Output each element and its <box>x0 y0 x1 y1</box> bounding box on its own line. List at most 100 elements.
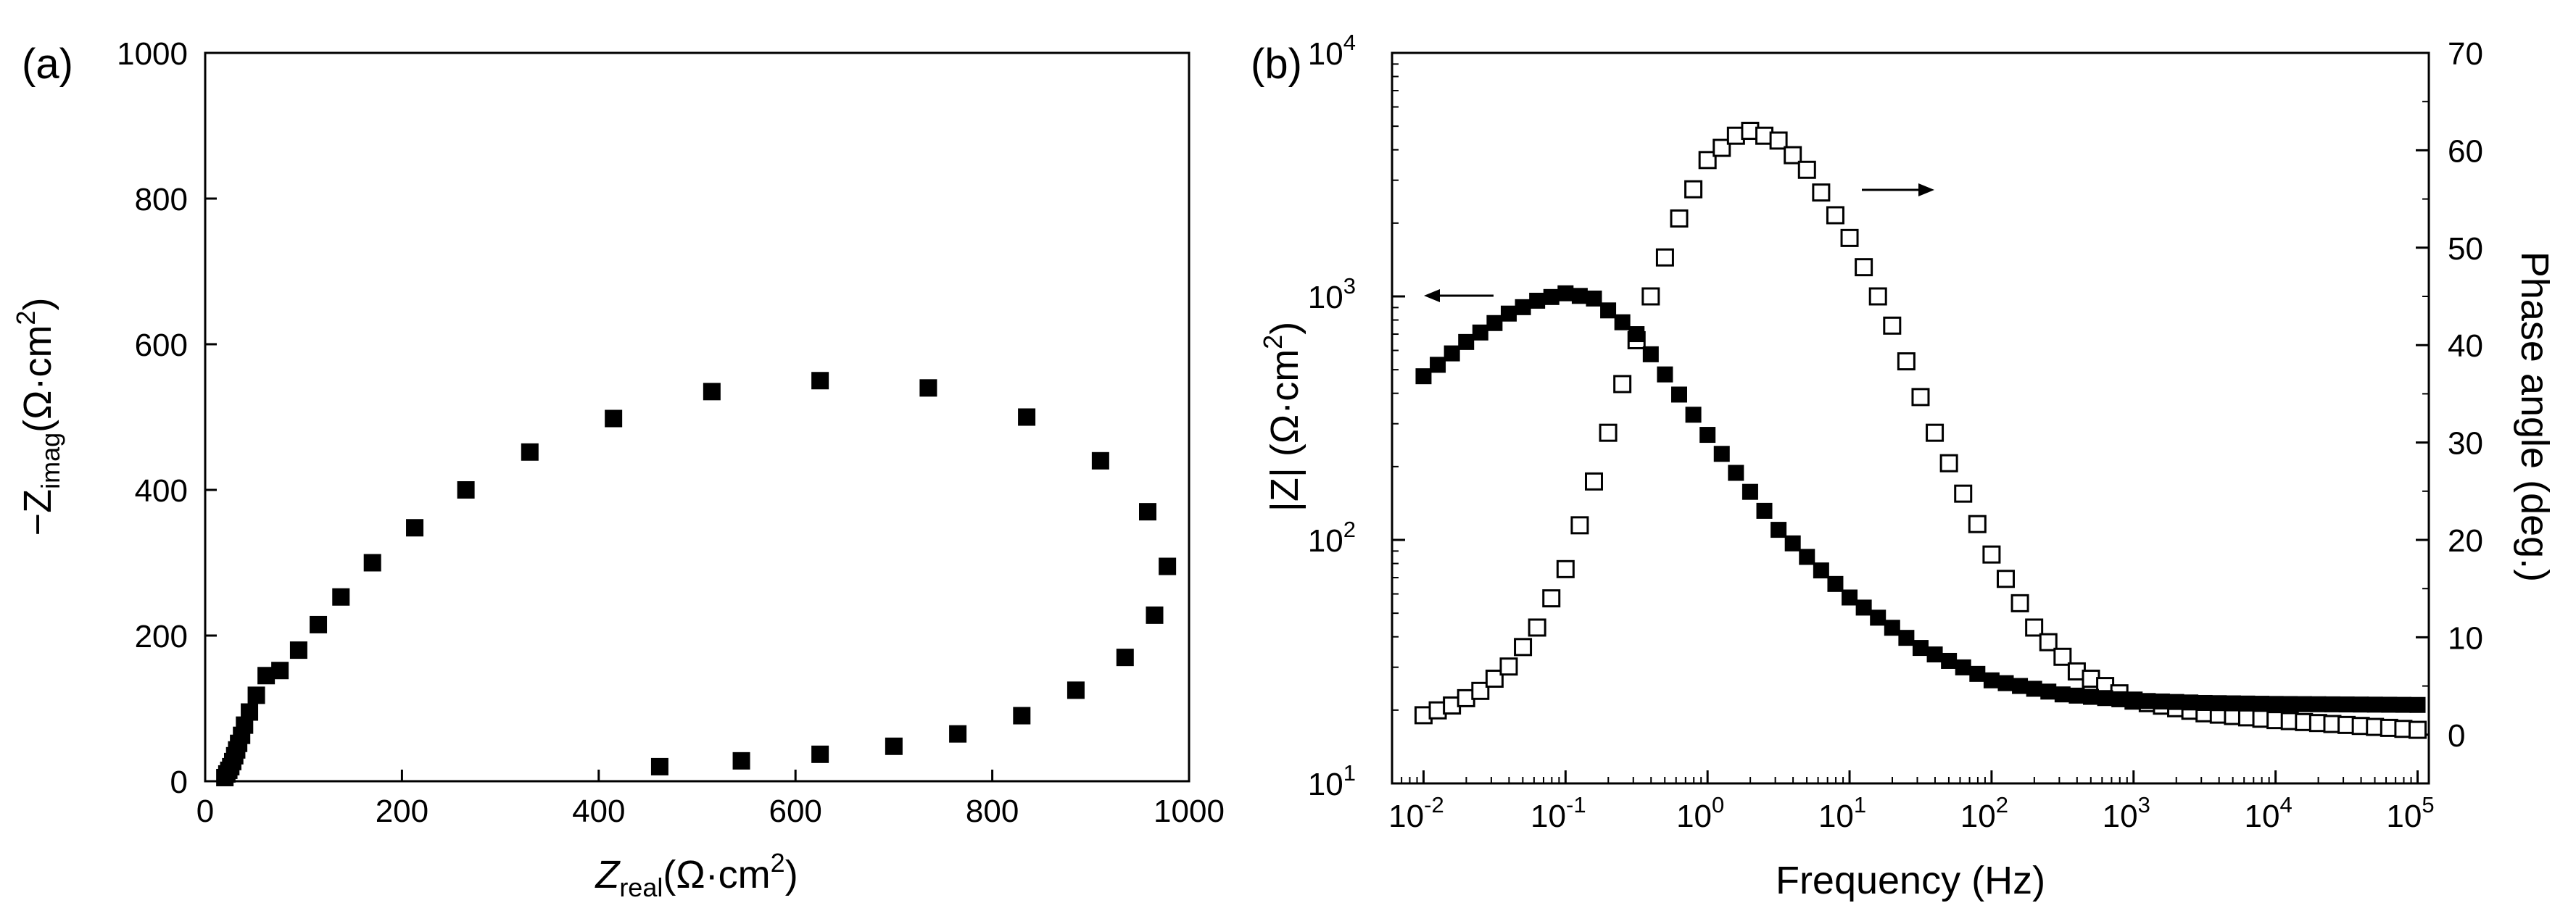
nyquist-point <box>406 519 424 537</box>
panel-label-a: (a) <box>22 41 73 88</box>
x-tick-label: 400 <box>572 794 625 829</box>
impedance-point <box>2182 694 2199 711</box>
phase-point <box>1784 146 1802 165</box>
nyquist-x-axis-label: Zreal(Ω·cm2) <box>594 848 798 902</box>
impedance-point <box>1799 549 1815 565</box>
impedance-point <box>1642 346 1659 362</box>
impedance-point <box>1955 659 1971 675</box>
x-tick-label: 101 <box>1818 792 1866 834</box>
impedance-point <box>1941 652 1958 669</box>
impedance-point <box>2295 696 2312 712</box>
impedance-point <box>1486 315 1503 331</box>
nyquist-point <box>811 745 829 763</box>
y-left-tick-label: 101 <box>1308 760 1356 802</box>
y-right-tick-label: 20 <box>2448 523 2483 559</box>
nyquist-point <box>1018 408 1036 426</box>
impedance-point <box>1600 302 1617 319</box>
impedance-point <box>2338 696 2355 713</box>
impedance-point <box>2381 696 2398 713</box>
bode-left-y-axis-label: |Z| (Ω·cm2) <box>1258 322 1306 512</box>
nyquist-y-axis-label: −Zimag(Ω·cm2) <box>11 298 65 536</box>
nyquist-point <box>247 686 265 704</box>
nyquist-point <box>1159 557 1177 575</box>
phase-point <box>1968 515 1987 533</box>
nyquist-point <box>521 443 539 461</box>
impedance-point <box>2111 691 2128 707</box>
impedance-point <box>2409 696 2426 713</box>
nyquist-point <box>919 379 937 397</box>
x-tick-label: 10-1 <box>1531 792 1586 834</box>
phase-point <box>1840 228 1859 247</box>
y-right-tick-label: 70 <box>2448 36 2483 72</box>
impedance-point <box>2026 680 2042 697</box>
nyquist-data-points <box>216 372 1177 786</box>
y-right-tick-label: 30 <box>2448 426 2483 462</box>
impedance-point <box>1458 333 1475 350</box>
nyquist-point <box>1146 606 1164 624</box>
impedance-point <box>1983 672 2000 688</box>
phase-point <box>1868 287 1887 306</box>
phase-point <box>1812 183 1831 202</box>
impedance-point <box>2168 694 2184 710</box>
impedance-point <box>1685 407 1702 423</box>
impedance-point <box>1898 630 1915 646</box>
x-tick-label: 102 <box>1960 792 2008 834</box>
impedance-point <box>2068 687 2085 704</box>
impedance-point <box>1756 502 1773 519</box>
phase-point <box>2025 618 2044 637</box>
nyquist-panel: (a) 0 200 400 600 800 1000 02004006008001000 … <box>11 36 1225 902</box>
impedance-point <box>1472 324 1488 341</box>
nyquist-point <box>241 703 259 721</box>
phase-point <box>1698 151 1717 170</box>
impedance-point <box>2310 696 2327 712</box>
impedance-point <box>1969 665 1986 682</box>
phase-point <box>1514 638 1533 657</box>
y-tick-label: 0 <box>170 765 188 800</box>
impedance-point <box>2353 696 2369 713</box>
nyquist-point <box>289 641 307 659</box>
y-left-tick-label: 103 <box>1308 273 1356 315</box>
impedance-point <box>2040 683 2057 700</box>
impedance-point <box>1444 345 1460 362</box>
bode-x-ticks: 10-2 10-1 100 101 102 103 104 105 <box>1388 770 2435 834</box>
nyquist-point <box>457 481 475 499</box>
impedance-point <box>2324 696 2340 712</box>
impedance-point <box>2211 695 2227 712</box>
nyquist-point <box>363 554 381 572</box>
phase-point <box>1655 248 1674 267</box>
phase-point <box>1684 180 1703 199</box>
impedance-point <box>1699 427 1716 444</box>
x-tick-label: 104 <box>2245 792 2293 834</box>
impedance-point <box>1557 285 1574 301</box>
impedance-point <box>1657 366 1673 383</box>
nyquist-point <box>1139 503 1157 521</box>
impedance-point <box>2083 688 2100 705</box>
impedance-point <box>1827 575 1844 592</box>
nyquist-point <box>703 383 721 401</box>
nyquist-point <box>605 409 623 428</box>
y-tick-label: 400 <box>135 473 188 509</box>
phase-point <box>1954 484 1973 503</box>
impedance-point <box>2140 693 2156 709</box>
phase-point <box>1556 559 1575 578</box>
impedance-point <box>1997 675 2014 691</box>
impedance-point <box>1884 620 1900 636</box>
x-tick-label: 200 <box>376 794 428 829</box>
nyquist-point <box>271 662 289 680</box>
impedance-point <box>2153 693 2170 709</box>
impedance-point <box>1870 609 1887 626</box>
x-tick-label: 10-2 <box>1388 792 1444 834</box>
impedance-point <box>2239 695 2256 712</box>
impedance-point <box>1571 288 1588 304</box>
nyquist-point <box>811 372 829 390</box>
impedance-point <box>1500 305 1517 322</box>
impedance-point <box>1813 562 1829 579</box>
phase-point <box>1797 160 1816 179</box>
phase-point <box>1528 618 1546 637</box>
y-tick-label: 1000 <box>117 36 188 72</box>
nyquist-point <box>1067 681 1085 699</box>
y-right-tick-label: 10 <box>2448 620 2483 656</box>
x-tick-label: 100 <box>1676 792 1724 834</box>
phase-point <box>1485 670 1504 688</box>
